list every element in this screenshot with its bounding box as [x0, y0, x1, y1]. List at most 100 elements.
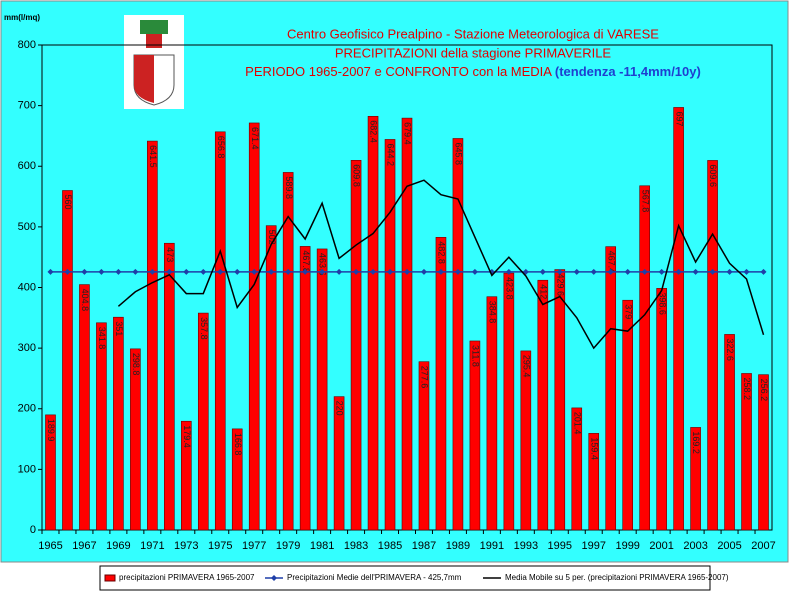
marker — [658, 268, 665, 275]
line — [117, 179, 765, 350]
legend-label: precipitazioni PRIMAVERA 1965-2007 — [119, 573, 255, 582]
marker — [709, 268, 716, 275]
data-label: 322.6 — [725, 338, 735, 361]
marker — [675, 268, 682, 275]
marker — [471, 268, 478, 275]
bar — [130, 348, 141, 531]
data-label: 644.2 — [386, 143, 396, 166]
x-tick-label: 1975 — [208, 540, 232, 552]
bar — [62, 190, 73, 531]
x-tick-label: 1971 — [140, 540, 164, 552]
data-label: 482.8 — [437, 241, 447, 264]
marker — [47, 268, 54, 275]
bar — [401, 117, 413, 531]
bar — [537, 279, 549, 531]
data-label: 567.8 — [640, 190, 650, 213]
x-tick-label: 1987 — [412, 540, 436, 552]
data-label: 463.6 — [318, 253, 328, 276]
title-line: Centro Geofisico Prealpino - Stazione Me… — [287, 26, 659, 41]
bar — [164, 242, 175, 531]
x-tick-label: 1989 — [446, 540, 470, 552]
x-tick-label: 1981 — [310, 540, 334, 552]
data-label: 256.2 — [759, 379, 769, 402]
bar — [214, 131, 226, 531]
y-tick-label: 800 — [18, 39, 36, 51]
bar — [147, 140, 158, 531]
marker — [607, 268, 614, 275]
x-tick-label: 2001 — [649, 540, 673, 552]
legend-swatch — [104, 574, 116, 582]
marker — [590, 268, 597, 275]
marker — [319, 268, 326, 275]
data-label: 645.8 — [454, 142, 464, 165]
bar — [588, 433, 600, 531]
bar — [520, 350, 532, 531]
data-label: 189.9 — [46, 419, 56, 442]
legend-label: Media Mobile su 5 per. (precipitazioni P… — [505, 573, 729, 582]
marker — [454, 268, 461, 275]
data-label: 467.4 — [606, 251, 616, 274]
marker — [420, 268, 427, 275]
bar — [605, 246, 617, 531]
data-label: 589.8 — [284, 176, 294, 199]
y-axis-label: mm(l/mq) — [4, 13, 40, 22]
marker — [437, 268, 444, 275]
bar — [316, 248, 328, 531]
x-tick-label: 1985 — [378, 540, 402, 552]
bar — [741, 373, 752, 531]
marker — [726, 268, 733, 275]
bar — [197, 312, 209, 531]
title-note: (tendenza -11,4mm/10y) — [555, 64, 701, 79]
data-label: 423.8 — [504, 277, 514, 300]
title-line: PRECIPITAZIONI della stagione PRIMAVERIL… — [335, 45, 612, 60]
x-tick-label: 1973 — [174, 540, 198, 552]
data-label: 159.4 — [589, 437, 599, 460]
marker — [556, 268, 563, 275]
bar — [333, 396, 345, 531]
bar — [299, 246, 311, 531]
marker — [573, 268, 580, 275]
marker — [217, 268, 224, 275]
marker — [353, 268, 360, 275]
data-label: 220 — [335, 401, 345, 416]
marker — [302, 268, 309, 275]
x-tick-label: 1993 — [514, 540, 538, 552]
marker — [692, 268, 699, 275]
data-label: 671.4 — [250, 127, 260, 150]
data-label: 656.8 — [216, 136, 226, 159]
data-label: 560 — [63, 195, 73, 210]
bar — [554, 269, 566, 531]
bar — [690, 427, 701, 531]
y-tick-label: 300 — [18, 342, 36, 354]
data-label: 429.6 — [555, 274, 565, 297]
bar — [673, 107, 684, 531]
bar — [96, 322, 107, 531]
bar — [486, 296, 498, 531]
x-tick-label: 1965 — [38, 540, 62, 552]
bar — [503, 272, 515, 531]
x-tick-label: 1969 — [106, 540, 130, 552]
x-tick-label: 1977 — [242, 540, 266, 552]
data-label: 412 — [538, 284, 548, 299]
bar — [758, 374, 769, 531]
data-label: 311.8 — [471, 345, 481, 367]
data-label: 379 — [623, 304, 633, 319]
data-label: 341.8 — [97, 327, 107, 350]
marker — [115, 268, 122, 275]
bar — [639, 185, 650, 531]
data-label: 357.8 — [199, 317, 209, 340]
data-label: 179.4 — [182, 425, 192, 448]
bar — [469, 340, 481, 531]
logo — [124, 15, 184, 109]
bar — [571, 407, 583, 531]
bar — [181, 420, 192, 531]
x-tick-label: 1991 — [480, 540, 504, 552]
marker — [505, 268, 512, 275]
data-label: 473 — [165, 247, 175, 262]
data-label: 384.8 — [488, 301, 498, 324]
marker — [64, 268, 71, 275]
data-label: 351 — [114, 321, 124, 336]
data-label: 609.6 — [708, 164, 718, 187]
marker — [624, 268, 631, 275]
